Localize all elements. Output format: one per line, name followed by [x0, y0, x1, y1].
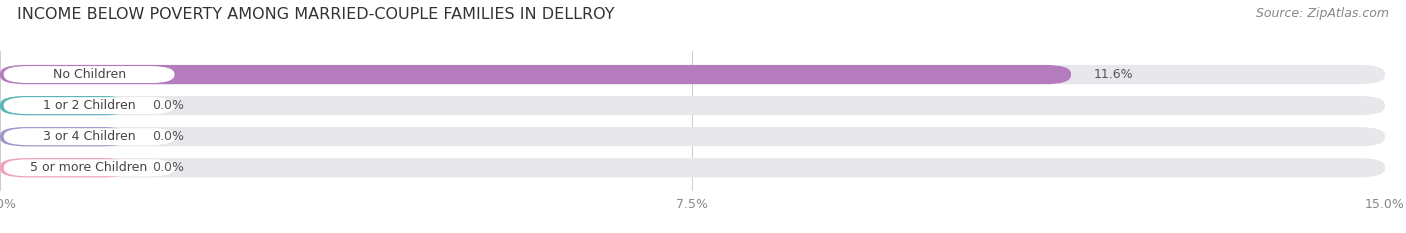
Text: 1 or 2 Children: 1 or 2 Children: [42, 99, 135, 112]
Text: INCOME BELOW POVERTY AMONG MARRIED-COUPLE FAMILIES IN DELLROY: INCOME BELOW POVERTY AMONG MARRIED-COUPL…: [17, 7, 614, 22]
Text: 0.0%: 0.0%: [152, 130, 184, 143]
FancyBboxPatch shape: [4, 97, 174, 114]
FancyBboxPatch shape: [4, 128, 174, 145]
Text: 11.6%: 11.6%: [1094, 68, 1133, 81]
Text: 3 or 4 Children: 3 or 4 Children: [42, 130, 135, 143]
Text: 0.0%: 0.0%: [152, 99, 184, 112]
FancyBboxPatch shape: [0, 158, 1385, 177]
FancyBboxPatch shape: [0, 65, 1385, 84]
Text: No Children: No Children: [52, 68, 125, 81]
FancyBboxPatch shape: [0, 127, 129, 146]
FancyBboxPatch shape: [0, 127, 1385, 146]
FancyBboxPatch shape: [0, 96, 1385, 115]
FancyBboxPatch shape: [0, 158, 129, 177]
FancyBboxPatch shape: [4, 159, 174, 176]
FancyBboxPatch shape: [0, 65, 1071, 84]
FancyBboxPatch shape: [0, 96, 129, 115]
Text: 5 or more Children: 5 or more Children: [31, 161, 148, 174]
Text: Source: ZipAtlas.com: Source: ZipAtlas.com: [1256, 7, 1389, 20]
Text: 0.0%: 0.0%: [152, 161, 184, 174]
FancyBboxPatch shape: [4, 66, 174, 83]
